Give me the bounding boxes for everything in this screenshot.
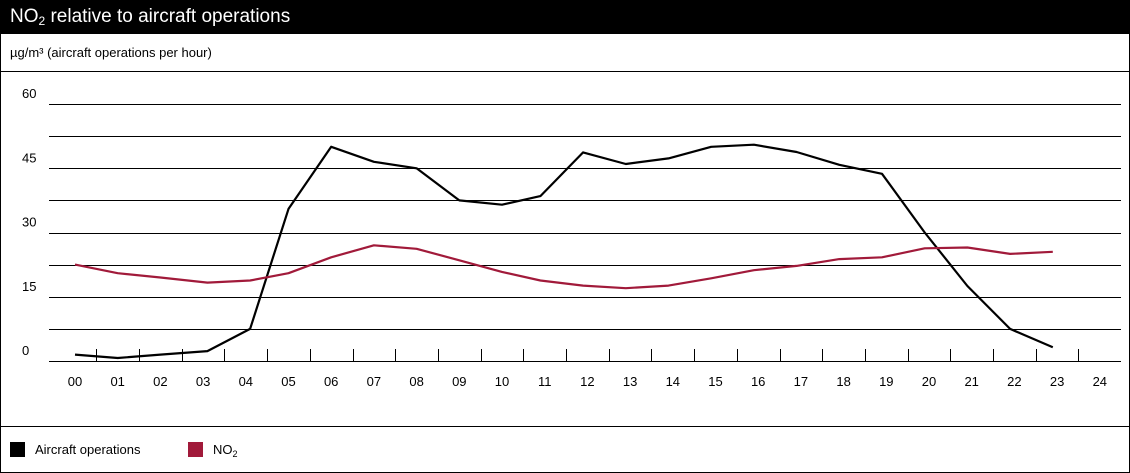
x-tick-label: 07 (367, 374, 381, 389)
x-tick-label: 24 (1093, 374, 1107, 389)
y-tick-label: 30 (22, 215, 36, 230)
legend-swatch (188, 442, 203, 457)
chart-legend: Aircraft operations NO2 (1, 426, 1129, 472)
y-tick-label: 15 (22, 279, 36, 294)
x-tick-label: 09 (452, 374, 466, 389)
x-tick-label: 15 (708, 374, 722, 389)
legend-item: Aircraft operations (10, 427, 141, 472)
legend-label: NO2 (213, 442, 238, 459)
series-lines (74, 143, 1054, 360)
title-subscript: 2 (38, 14, 46, 28)
grid-lines (49, 104, 1121, 362)
x-ticks: 00 01 02 03 04 05 06 07 08 09 10 11 12 13 14 15 16 17 18 19… (68, 349, 1107, 389)
series-aircraft-operations-line (74, 143, 1054, 360)
x-tick-label: 18 (836, 374, 850, 389)
x-tick-label: 05 (281, 374, 295, 389)
x-tick-label: 01 (110, 374, 124, 389)
line-chart: 0 15 30 45 60 00 01 02 03 04 05 06 07 08 09 10 11 12 13 14… (22, 86, 1121, 389)
x-tick-label: 10 (495, 374, 509, 389)
y-tick-labels: 0 15 30 45 60 (22, 86, 36, 358)
x-tick-label: 17 (794, 374, 808, 389)
series-no2-line (74, 244, 1053, 290)
chart-title: NO2 relative to aircraft operations (1, 0, 1129, 34)
x-tick-label: 06 (324, 374, 338, 389)
legend-item: NO2 (188, 427, 238, 472)
legend-label: Aircraft operations (35, 442, 141, 457)
legend-swatch (10, 442, 25, 457)
x-tick-label: 23 (1050, 374, 1064, 389)
title-rest: relative to aircraft operations (45, 6, 291, 27)
x-tick-label: 19 (879, 374, 893, 389)
y-tick-label: 0 (22, 343, 29, 358)
y-axis-unit-label: µg/m³ (aircraft operations per hour) (1, 34, 1129, 72)
x-tick-label: 13 (623, 374, 637, 389)
y-tick-label: 45 (22, 150, 36, 165)
x-tick-label: 00 (68, 374, 82, 389)
x-tick-label: 20 (922, 374, 936, 389)
x-tick-label: 16 (751, 374, 765, 389)
x-tick-label: 14 (666, 374, 680, 389)
title-main: NO (10, 6, 39, 27)
x-tick-label: 12 (580, 374, 594, 389)
x-tick-label: 02 (153, 374, 167, 389)
x-tick-label: 22 (1007, 374, 1021, 389)
x-tick-label: 08 (409, 374, 423, 389)
y-tick-label: 60 (22, 86, 36, 101)
x-tick-label: 21 (964, 374, 978, 389)
x-tick-label: 04 (239, 374, 253, 389)
x-tick-label: 11 (538, 374, 552, 389)
x-tick-label: 03 (196, 374, 210, 389)
